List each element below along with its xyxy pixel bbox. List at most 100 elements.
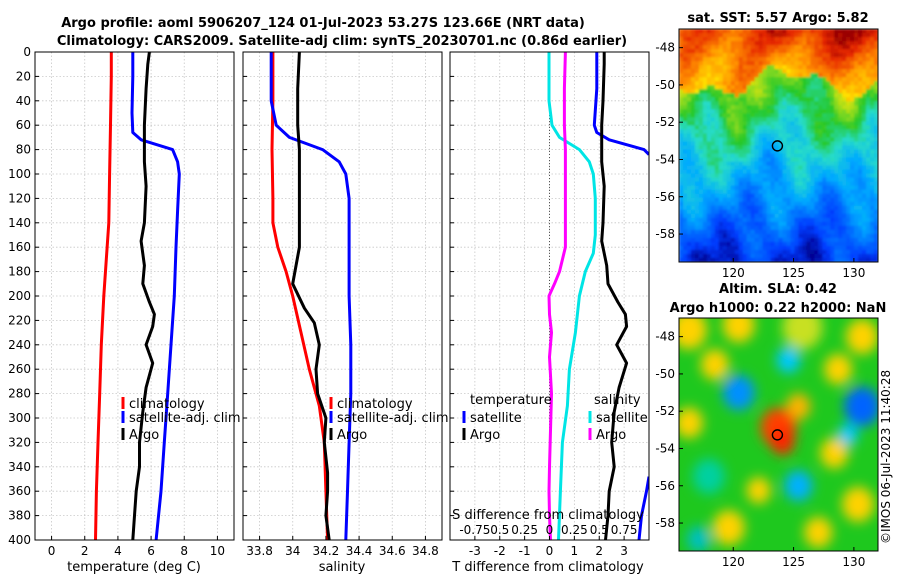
sst-cell (694, 249, 700, 255)
sst-cell (854, 253, 859, 259)
sst-cell (786, 189, 792, 195)
sst-cell (738, 249, 744, 255)
sst-cell (818, 241, 823, 247)
sst-cell (782, 121, 788, 127)
sst-cell (722, 97, 728, 102)
sst-cell (714, 61, 720, 66)
sst-cell (802, 133, 807, 139)
sst-cell (766, 129, 772, 135)
sst-cell (850, 237, 855, 243)
sst-cell (710, 137, 716, 143)
sst-cell (698, 73, 704, 78)
sst-cell (862, 149, 867, 155)
sst-cell (770, 213, 776, 219)
sst-cell (798, 173, 803, 179)
sst-cell (679, 133, 684, 139)
sla-anomaly-blob (679, 407, 703, 439)
sst-cell (706, 217, 712, 223)
sst-cell (694, 257, 700, 262)
sst-cell (706, 85, 712, 90)
sst-cell (870, 233, 875, 239)
sst-cell (834, 53, 839, 58)
sst-cell (730, 233, 736, 239)
sst-cell (679, 201, 684, 207)
sst-cell (774, 201, 780, 207)
sst-cell (718, 141, 724, 147)
sst-cell (754, 53, 760, 58)
sst-cell (754, 213, 760, 219)
sst-cell (862, 209, 867, 215)
sst-cell (866, 177, 871, 183)
sst-cell (694, 201, 700, 207)
sst-cell (730, 49, 736, 54)
sst-cell (770, 193, 776, 199)
sst-cell (679, 213, 684, 219)
sst-cell (794, 177, 799, 183)
sst-cell (842, 185, 847, 191)
sla-anomaly-blob (820, 437, 849, 469)
sst-cell (679, 193, 684, 199)
sst-cell (690, 193, 696, 199)
sst-cell (874, 117, 878, 122)
sst-cell (702, 69, 708, 74)
sst-cell (682, 113, 688, 118)
sst-cell (722, 77, 728, 82)
sst-cell (818, 49, 823, 54)
map-y-tick-label: -54 (655, 152, 675, 166)
sst-cell (686, 253, 692, 259)
sst-cell (862, 29, 867, 34)
sst-cell (698, 145, 704, 151)
sst-cell (770, 137, 776, 143)
sst-cell (714, 209, 720, 215)
sst-cell (818, 237, 823, 243)
sst-cell (714, 169, 720, 175)
sst-cell (822, 137, 827, 143)
sla-anomaly-blob (722, 374, 755, 411)
sst-cell (754, 201, 760, 207)
sst-cell (806, 49, 811, 54)
sst-cell (710, 33, 716, 38)
sst-cell (718, 249, 724, 255)
sst-cell (682, 193, 688, 199)
sst-cell (802, 93, 807, 98)
sla-anomaly-blob (679, 318, 707, 350)
sst-cell (690, 41, 696, 46)
sst-cell (834, 41, 839, 46)
sst-cell (758, 173, 764, 179)
sst-cell (826, 89, 831, 94)
sst-cell (718, 117, 724, 122)
map-y-tick-label: -50 (655, 367, 675, 381)
sst-cell (718, 125, 724, 131)
y-tick-label: 160 (8, 240, 31, 254)
sst-cell (730, 221, 736, 227)
sst-cell (754, 189, 760, 195)
sst-cell (710, 105, 716, 110)
sst-cell (774, 153, 780, 159)
sst-cell (718, 193, 724, 199)
sst-cell (798, 205, 803, 211)
sst-cell (786, 101, 792, 106)
sst-cell (702, 241, 708, 247)
sst-cell (730, 249, 736, 255)
sst-cell (806, 189, 811, 195)
sst-cell (706, 105, 712, 110)
sst-cell (694, 57, 700, 62)
sst-cell (854, 65, 859, 70)
sst-cell (874, 185, 878, 191)
sst-cell (722, 133, 728, 139)
sst-cell (790, 245, 796, 251)
sst-cell (830, 237, 835, 243)
sst-cell (770, 161, 776, 167)
sst-cell (866, 129, 871, 135)
sst-cell (870, 33, 875, 38)
sst-cell (830, 193, 835, 199)
sst-cell (802, 157, 807, 163)
sst-cell (734, 149, 740, 155)
sst-cell (758, 41, 764, 46)
sst-cell (774, 37, 780, 42)
sst-cell (710, 181, 716, 187)
sst-cell (686, 229, 692, 235)
sst-cell (742, 41, 748, 46)
sst-cell (814, 209, 819, 215)
sst-cell (794, 125, 799, 131)
